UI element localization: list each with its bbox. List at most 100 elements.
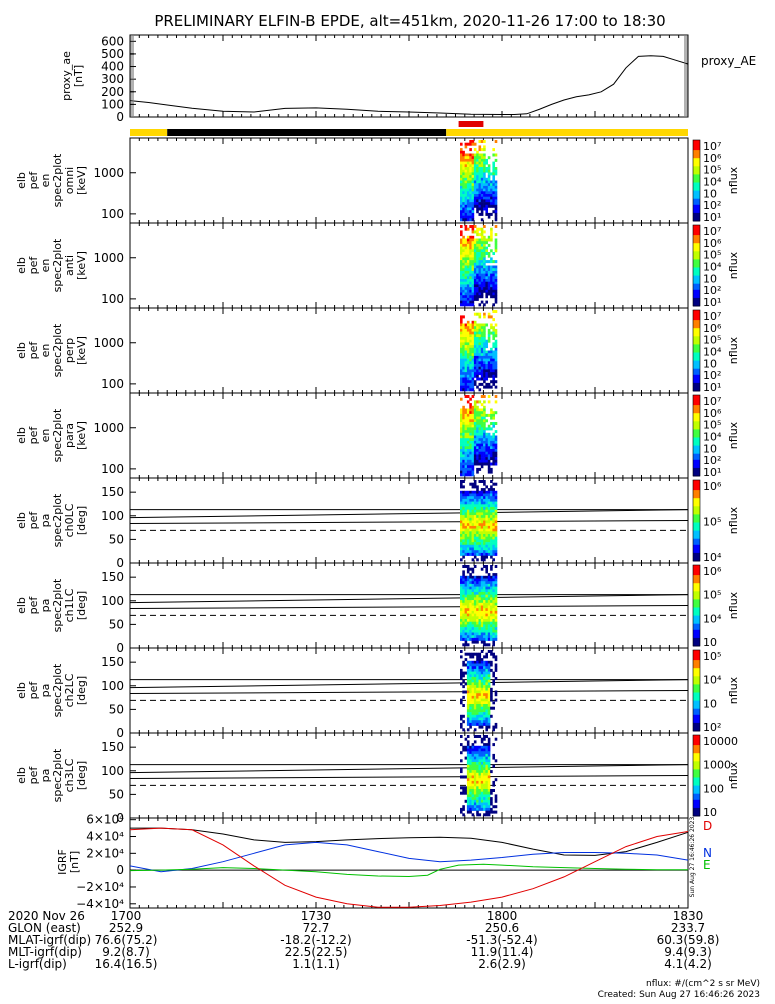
spectrogram-cell xyxy=(492,537,495,540)
spectrogram-cell xyxy=(469,537,472,540)
spectrogram-cell xyxy=(483,701,486,704)
spectrogram-cell xyxy=(465,162,468,165)
spectrogram-cell xyxy=(488,499,491,502)
spectrogram-cell xyxy=(476,576,479,579)
spectrogram-cell xyxy=(467,386,470,389)
spectrogram-cell xyxy=(472,523,475,526)
spectrogram-cell xyxy=(495,202,498,205)
spectrogram-cell xyxy=(492,205,495,208)
spectrogram-cell xyxy=(492,682,495,685)
spectrogram-cell xyxy=(479,244,482,247)
spectrogram-cell xyxy=(467,539,470,542)
spectrogram-cell xyxy=(472,622,475,625)
spectrogram-cell xyxy=(488,167,491,170)
spectrogram-cell xyxy=(479,712,482,715)
spectrogram-cell xyxy=(481,172,484,175)
spectrogram-cell xyxy=(467,345,470,348)
spectrogram-cell xyxy=(460,268,463,271)
spectrogram-cell xyxy=(495,446,498,449)
spectrogram-cell xyxy=(490,268,493,271)
spectrogram-cell xyxy=(481,526,484,529)
spectrogram-cell xyxy=(481,691,484,694)
spectrogram-cell xyxy=(474,751,477,754)
spectrogram-cell xyxy=(483,433,486,436)
spectrogram-cell xyxy=(472,614,475,617)
spectrogram-cell xyxy=(488,638,491,641)
spectrogram-cell xyxy=(492,183,495,186)
spectrogram-cell xyxy=(485,499,488,502)
spectrogram-cell xyxy=(492,805,495,808)
spectrogram-cell xyxy=(474,375,477,378)
spectrogram-cell xyxy=(465,542,468,545)
spectrogram-cell xyxy=(492,638,495,641)
spectrogram-cell xyxy=(492,726,495,729)
spectrogram-cell xyxy=(481,529,484,532)
spectrogram-cell xyxy=(488,372,491,375)
spectrogram-cell xyxy=(495,351,498,354)
spectrogram-cell xyxy=(472,635,475,638)
spectrogram-cell xyxy=(467,674,470,677)
spectrogram-cell xyxy=(490,422,493,425)
spectrogram-cell xyxy=(481,808,484,811)
spectrogram-cell xyxy=(462,606,465,609)
spectrogram-cell xyxy=(460,266,463,269)
spectrogram-cell xyxy=(483,351,486,354)
spectrogram-cell xyxy=(483,712,486,715)
spectrogram-cell xyxy=(474,800,477,803)
spectrogram-cell xyxy=(481,340,484,343)
y-tick-label: 150 xyxy=(101,655,124,669)
spectrogram-cell xyxy=(460,480,463,483)
spectrogram-cell xyxy=(479,672,482,675)
spectrogram-cell xyxy=(467,672,470,675)
spectrogram-cell xyxy=(490,600,493,603)
spectrogram-cell xyxy=(481,337,484,340)
spectrogram-cell xyxy=(469,162,472,165)
spectrogram-cell xyxy=(460,521,463,524)
spectrogram-cell xyxy=(483,375,486,378)
spectrogram-cell xyxy=(492,154,495,157)
spectrogram-cell xyxy=(490,526,493,529)
spectrogram-panel xyxy=(130,393,688,478)
spectrogram-cell xyxy=(490,650,493,653)
spectrogram-cell xyxy=(492,512,495,515)
spectrogram-cell xyxy=(479,293,482,296)
spectrogram-cell xyxy=(492,383,495,386)
spectrogram-cell xyxy=(469,454,472,457)
spectrogram-cell xyxy=(479,762,482,765)
spectrogram-cell xyxy=(474,194,477,197)
spectrogram-cell xyxy=(490,444,493,447)
spectrogram-cell xyxy=(485,669,488,672)
spectrogram-cell xyxy=(488,765,491,768)
spectrogram-cell xyxy=(490,191,493,194)
spectrogram-cell xyxy=(469,611,472,614)
spectrogram-cell xyxy=(483,170,486,173)
spectrogram-cell xyxy=(481,712,484,715)
spectrogram-cell xyxy=(488,674,491,677)
spectrogram-cell xyxy=(479,548,482,551)
spectrogram-cell xyxy=(474,154,477,157)
spectrogram-cell xyxy=(485,531,488,534)
spectrogram-cell xyxy=(483,781,486,784)
spectrogram-cell xyxy=(492,274,495,277)
spectrogram-cell xyxy=(490,228,493,231)
spectrogram-cell xyxy=(492,372,495,375)
spectrogram-cell xyxy=(476,175,479,178)
spectrogram-cell xyxy=(481,740,484,743)
spectrogram-cell xyxy=(483,340,486,343)
spectrogram-cell xyxy=(465,624,468,627)
spectrogram-cell xyxy=(483,735,486,738)
spectrogram-cell xyxy=(490,279,493,282)
spectrogram-cell xyxy=(485,587,488,590)
spectrogram-cell xyxy=(474,784,477,787)
spectrogram-cell xyxy=(465,553,468,556)
spectrogram-cell xyxy=(483,558,486,561)
spectrogram-cell xyxy=(469,247,472,250)
spectrogram-cell xyxy=(472,553,475,556)
spectrogram-cell xyxy=(472,677,475,680)
spectrogram-cell xyxy=(460,669,463,672)
spectrogram-cell xyxy=(481,773,484,776)
spectrogram-cell xyxy=(469,436,472,439)
spectrogram-cell xyxy=(490,638,493,641)
spectrogram-cell xyxy=(469,494,472,497)
spectrogram-cell xyxy=(492,310,495,313)
